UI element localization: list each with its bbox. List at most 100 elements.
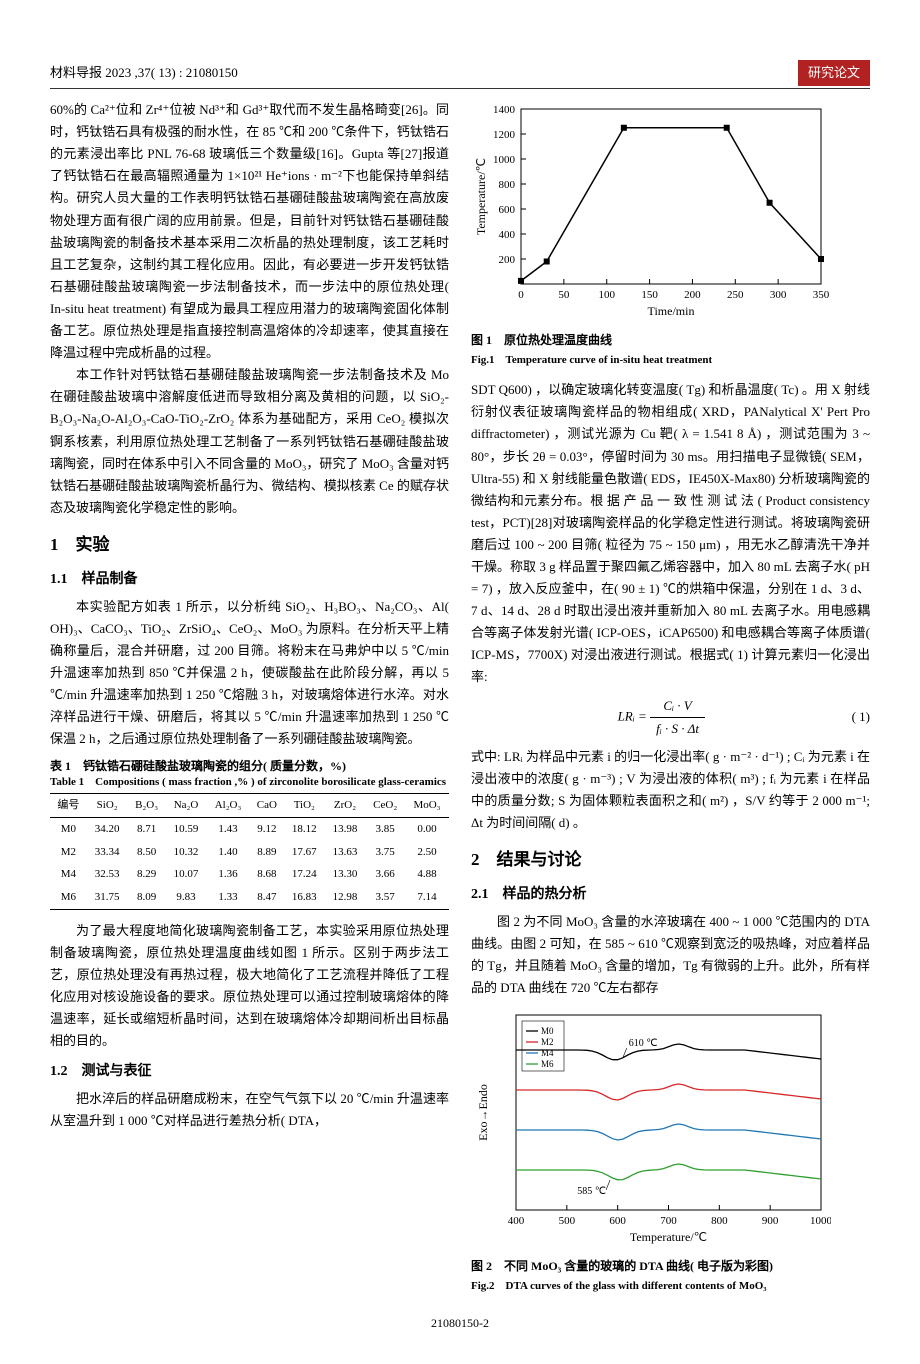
eq1-note: 式中: LRᵢ 为样品中元素 i 的归一化浸出率( g · m⁻² · d⁻¹)… (471, 746, 870, 834)
svg-text:350: 350 (813, 289, 830, 301)
table1-cell: 8.68 (250, 863, 284, 886)
table-row: M432.538.2910.071.368.6817.2413.303.664.… (50, 863, 449, 886)
table1-cell: 8.50 (128, 841, 166, 864)
fig2-caption-en: Fig.2 DTA curves of the glass with diffe… (471, 1277, 870, 1296)
table1-cell: M0 (50, 818, 87, 841)
table1-cell: 10.32 (166, 841, 207, 864)
svg-text:800: 800 (711, 1215, 728, 1227)
table1-cell: 7.14 (405, 886, 449, 909)
table1-cell: 8.29 (128, 863, 166, 886)
table1-cell: 10.59 (166, 818, 207, 841)
svg-text:M0: M0 (541, 1026, 554, 1036)
svg-text:Time/min: Time/min (648, 304, 695, 318)
svg-text:1200: 1200 (493, 129, 516, 141)
after-table-para: 为了最大程度地简化玻璃陶瓷制备工艺，本实验采用原位热处理制备玻璃陶瓷，原位热处理… (50, 920, 449, 1053)
table-row: M233.348.5010.321.408.8917.6713.633.752.… (50, 841, 449, 864)
table1-cell: 2.50 (405, 841, 449, 864)
eq1-lhs: LRᵢ = (618, 708, 651, 723)
section-1-1-title: 1.1 样品制备 (50, 568, 449, 592)
table1-header-cell: CeO₂ (365, 794, 405, 818)
table1-header-cell: ZrO₂ (325, 794, 366, 818)
table1-cell: 18.12 (284, 818, 325, 841)
svg-text:585 ℃: 585 ℃ (577, 1186, 606, 1197)
eq1-label: ( 1) (852, 706, 870, 728)
body-two-column: 60%的 Ca²⁺位和 Zr⁴⁺位被 Nd³⁺和 Gd³⁺取代而不发生晶格畸变[… (50, 99, 870, 1295)
svg-text:1000: 1000 (493, 154, 516, 166)
intro-para-2: 本工作针对钙钛锆石基硼硅酸盐玻璃陶瓷一步法制备技术及 Mo 在硼硅酸盐玻璃中溶解… (50, 364, 449, 519)
svg-text:Temperature/℃: Temperature/℃ (474, 158, 488, 235)
equation-1: LRᵢ = Cᵢ · V fᵢ · S · Δt ( 1) (471, 695, 870, 740)
svg-text:M6: M6 (541, 1059, 554, 1069)
table1-header-cell: B₂O₃ (128, 794, 166, 818)
svg-text:300: 300 (770, 289, 787, 301)
svg-text:0: 0 (518, 289, 524, 301)
figure-2: 400 500 600 700 800 900 1000 Temperature/℃ Exo→E… (471, 1005, 870, 1295)
eq1-num: Cᵢ · V (650, 695, 705, 718)
svg-text:250: 250 (727, 289, 744, 301)
table1-cell: 31.75 (87, 886, 128, 909)
article-type-badge: 研究论文 (798, 60, 870, 86)
table1-cell: M6 (50, 886, 87, 909)
right-col-para: SDT Q600) ，以确定玻璃化转变温度( Tg) 和析晶温度( Tc) 。用… (471, 379, 870, 688)
svg-text:400: 400 (508, 1215, 525, 1227)
svg-text:800: 800 (499, 179, 516, 191)
section-1-2-title: 1.2 测试与表征 (50, 1060, 449, 1084)
table1-header-cell: MoO₃ (405, 794, 449, 818)
table1-cell: 1.33 (206, 886, 249, 909)
svg-text:1400: 1400 (493, 104, 516, 116)
svg-text:1000: 1000 (810, 1215, 831, 1227)
table1-cell: 3.85 (365, 818, 405, 841)
svg-text:Temperature/℃: Temperature/℃ (630, 1230, 707, 1244)
page-number: 21080150-2 (50, 1313, 870, 1333)
table1-cell: 32.53 (87, 863, 128, 886)
table1-caption-en: Table 1 Compositions ( mass fraction ,% … (50, 775, 449, 789)
table1-cell: 8.09 (128, 886, 166, 909)
table1: 编号SiO₂B₂O₃Na₂OAl₂O₃CaOTiO₂ZrO₂CeO₂MoO₃ M… (50, 793, 449, 909)
table1-cell: 1.40 (206, 841, 249, 864)
svg-text:M2: M2 (541, 1037, 554, 1047)
table1-header-cell: TiO₂ (284, 794, 325, 818)
table1-cell: 8.89 (250, 841, 284, 864)
svg-text:600: 600 (499, 204, 516, 216)
table1-cell: 3.57 (365, 886, 405, 909)
figure-1: 0501001502002503003502004006008001000120… (471, 99, 870, 369)
table1-cell: 3.66 (365, 863, 405, 886)
table1-header-cell: CaO (250, 794, 284, 818)
table1-cell: 1.43 (206, 818, 249, 841)
table1-cell: 34.20 (87, 818, 128, 841)
svg-text:400: 400 (499, 229, 516, 241)
section-1-1-para: 本实验配方如表 1 所示，以分析纯 SiO₂、H₃BO₃、Na₂CO₃、Al( … (50, 596, 449, 751)
table1-cell: 16.83 (284, 886, 325, 909)
section-2-title: 2 结果与讨论 (471, 846, 870, 875)
table1-cell: M2 (50, 841, 87, 864)
table1-cell: 17.67 (284, 841, 325, 864)
table1-cell: 33.34 (87, 841, 128, 864)
table1-cell: M4 (50, 863, 87, 886)
table1-header-cell: 编号 (50, 794, 87, 818)
svg-text:100: 100 (598, 289, 615, 301)
svg-text:500: 500 (559, 1215, 576, 1227)
intro-para-1: 60%的 Ca²⁺位和 Zr⁴⁺位被 Nd³⁺和 Gd³⁺取代而不发生晶格畸变[… (50, 99, 449, 364)
table-row: M034.208.7110.591.439.1218.1213.983.850.… (50, 818, 449, 841)
table1-cell: 13.98 (325, 818, 366, 841)
table1-cell: 13.63 (325, 841, 366, 864)
table1-cell: 1.36 (206, 863, 249, 886)
section-1-2-para: 把水淬后的样品研磨成粉末，在空气气氛下以 20 ℃/min 升温速率从室温升到 … (50, 1088, 449, 1132)
table1-cell: 3.75 (365, 841, 405, 864)
table1-cell: 8.71 (128, 818, 166, 841)
svg-text:900: 900 (762, 1215, 779, 1227)
section-2-1-title: 2.1 样品的热分析 (471, 883, 870, 907)
svg-text:700: 700 (660, 1215, 677, 1227)
svg-text:Exo→Endo: Exo→Endo (476, 1084, 490, 1141)
section-2-1-para: 图 2 为不同 MoO₃ 含量的水淬玻璃在 400 ~ 1 000 ℃范围内的 … (471, 911, 870, 999)
svg-text:600: 600 (609, 1215, 626, 1227)
table1-cell: 17.24 (284, 863, 325, 886)
svg-text:150: 150 (641, 289, 658, 301)
fig1-caption-cn: 图 1 原位热处理温度曲线 (471, 330, 870, 350)
fig2-caption-cn: 图 2 不同 MoO₃ 含量的玻璃的 DTA 曲线( 电子版为彩图) (471, 1256, 870, 1276)
table1-cell: 9.12 (250, 818, 284, 841)
fig1-caption-en: Fig.1 Temperature curve of in-situ heat … (471, 351, 870, 370)
svg-text:200: 200 (499, 254, 516, 266)
table-row: M631.758.099.831.338.4716.8312.983.577.1… (50, 886, 449, 909)
table1-cell: 9.83 (166, 886, 207, 909)
